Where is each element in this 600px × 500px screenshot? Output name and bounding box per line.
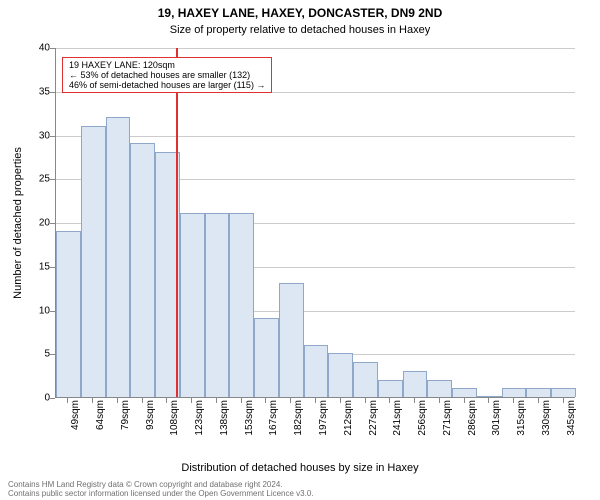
x-tick-label: 315sqm xyxy=(516,400,527,436)
x-tick-label: 153sqm xyxy=(244,400,255,436)
x-tick-mark xyxy=(241,398,242,403)
histogram-bar xyxy=(477,396,502,397)
y-tick-mark xyxy=(50,311,55,312)
x-tick-label: 286sqm xyxy=(467,400,478,436)
y-tick-mark xyxy=(50,223,55,224)
x-tick-label: 271sqm xyxy=(442,400,453,436)
histogram-bar xyxy=(328,353,353,397)
histogram-bar xyxy=(304,345,329,398)
y-tick-mark xyxy=(50,92,55,93)
x-tick-label: 197sqm xyxy=(318,400,329,436)
histogram-bar xyxy=(229,213,254,397)
y-tick-mark xyxy=(50,179,55,180)
x-tick-mark xyxy=(166,398,167,403)
x-tick-mark xyxy=(488,398,489,403)
annotation-line: 46% of semi-detached houses are larger (… xyxy=(69,80,265,90)
x-tick-mark xyxy=(439,398,440,403)
x-tick-label: 182sqm xyxy=(293,400,304,436)
histogram-bar xyxy=(452,388,477,397)
y-tick-mark xyxy=(50,354,55,355)
x-tick-label: 256sqm xyxy=(417,400,428,436)
histogram-bar xyxy=(81,126,106,397)
histogram-bar xyxy=(180,213,205,397)
title-text: 19, HAXEY LANE, HAXEY, DONCASTER, DN9 2N… xyxy=(158,6,443,20)
x-tick-label: 227sqm xyxy=(368,400,379,436)
y-tick-mark xyxy=(50,48,55,49)
x-tick-label: 301sqm xyxy=(491,400,502,436)
histogram-bar xyxy=(56,231,81,397)
gridline xyxy=(56,48,575,49)
x-tick-mark xyxy=(265,398,266,403)
y-tick-label: 0 xyxy=(10,393,50,404)
y-tick-mark xyxy=(50,136,55,137)
footer-line: Contains HM Land Registry data © Crown c… xyxy=(8,480,314,489)
annotation-line: 19 HAXEY LANE: 120sqm xyxy=(69,60,265,70)
x-tick-mark xyxy=(142,398,143,403)
histogram-bar xyxy=(205,213,230,397)
histogram-bar xyxy=(403,371,428,397)
y-tick-label: 25 xyxy=(10,174,50,185)
histogram-bar xyxy=(427,380,452,398)
x-tick-mark xyxy=(538,398,539,403)
x-tick-label: 64sqm xyxy=(95,400,106,430)
histogram-bar xyxy=(279,283,304,397)
histogram-bar xyxy=(353,362,378,397)
y-tick-label: 20 xyxy=(10,218,50,229)
x-tick-mark xyxy=(464,398,465,403)
y-tick-label: 35 xyxy=(10,86,50,97)
y-tick-label: 30 xyxy=(10,130,50,141)
histogram-bar xyxy=(130,143,155,397)
histogram-bar xyxy=(551,388,576,397)
x-tick-mark xyxy=(67,398,68,403)
gridline xyxy=(56,136,575,137)
x-tick-mark xyxy=(191,398,192,403)
annotation-line: ← 53% of detached houses are smaller (13… xyxy=(69,70,265,80)
histogram-bar xyxy=(526,388,551,397)
x-tick-mark xyxy=(92,398,93,403)
x-tick-label: 123sqm xyxy=(194,400,205,436)
x-tick-label: 330sqm xyxy=(541,400,552,436)
y-tick-label: 15 xyxy=(10,261,50,272)
plot-area xyxy=(55,48,575,398)
x-tick-mark xyxy=(389,398,390,403)
histogram-bar xyxy=(106,117,131,397)
marker-line xyxy=(176,48,178,397)
chart-title: 19, HAXEY LANE, HAXEY, DONCASTER, DN9 2N… xyxy=(0,6,600,20)
y-tick-label: 40 xyxy=(10,43,50,54)
x-tick-mark xyxy=(290,398,291,403)
x-tick-mark xyxy=(414,398,415,403)
y-tick-label: 10 xyxy=(10,305,50,316)
chart-subtitle: Size of property relative to detached ho… xyxy=(0,24,600,36)
x-tick-label: 345sqm xyxy=(566,400,577,436)
x-tick-label: 138sqm xyxy=(219,400,230,436)
y-tick-label: 5 xyxy=(10,349,50,360)
x-tick-label: 79sqm xyxy=(120,400,131,430)
x-tick-mark xyxy=(117,398,118,403)
x-tick-label: 49sqm xyxy=(70,400,81,430)
chart-container: 19, HAXEY LANE, HAXEY, DONCASTER, DN9 2N… xyxy=(0,0,600,500)
x-axis-label: Distribution of detached houses by size … xyxy=(0,462,600,474)
x-tick-mark xyxy=(563,398,564,403)
x-tick-label: 167sqm xyxy=(268,400,279,436)
x-tick-label: 93sqm xyxy=(145,400,156,430)
x-tick-mark xyxy=(340,398,341,403)
x-tick-label: 108sqm xyxy=(169,400,180,436)
annotation-box: 19 HAXEY LANE: 120sqm← 53% of detached h… xyxy=(62,57,272,93)
histogram-bar xyxy=(502,388,527,397)
x-axis-label-text: Distribution of detached houses by size … xyxy=(181,462,418,474)
y-tick-mark xyxy=(50,267,55,268)
footer-line: Contains public sector information licen… xyxy=(8,489,314,498)
y-tick-mark xyxy=(50,398,55,399)
x-tick-mark xyxy=(315,398,316,403)
x-tick-mark xyxy=(365,398,366,403)
x-tick-mark xyxy=(216,398,217,403)
x-tick-mark xyxy=(513,398,514,403)
footer-text: Contains HM Land Registry data © Crown c… xyxy=(8,480,314,498)
x-tick-label: 212sqm xyxy=(343,400,354,436)
subtitle-text: Size of property relative to detached ho… xyxy=(170,24,430,36)
histogram-bar xyxy=(378,380,403,398)
x-tick-label: 241sqm xyxy=(392,400,403,436)
histogram-bar xyxy=(254,318,279,397)
